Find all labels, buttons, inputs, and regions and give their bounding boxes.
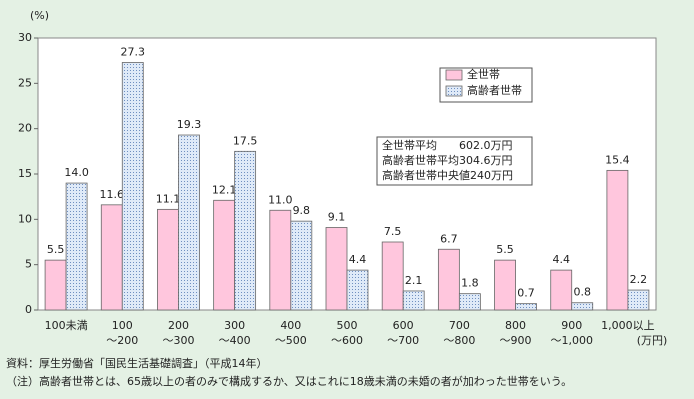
bar xyxy=(157,208,179,311)
legend-swatch xyxy=(445,69,463,81)
y-unit: (%) xyxy=(30,9,49,22)
bar xyxy=(571,302,594,311)
value-label: 5.5 xyxy=(496,243,514,256)
bar xyxy=(458,293,481,311)
y-tick-label: 10 xyxy=(18,212,32,225)
y-tick-label: 0 xyxy=(25,303,32,316)
bar xyxy=(550,269,573,311)
value-label: 1.8 xyxy=(461,277,479,290)
annotation: 全世帯平均 602.0万円 xyxy=(382,138,513,152)
x-tick-label: 900 xyxy=(561,319,582,332)
value-label: 14.0 xyxy=(64,166,89,179)
bar xyxy=(325,227,348,311)
legend-label: 全世帯 xyxy=(467,67,500,81)
y-tick-label: 15 xyxy=(18,167,32,180)
annotation: 高齢者世帯平均304.6万円 xyxy=(382,153,513,167)
value-label: 4.4 xyxy=(349,253,367,266)
value-label: 9.1 xyxy=(328,210,346,223)
value-label: 11.1 xyxy=(156,192,181,205)
bar xyxy=(494,259,516,311)
x-tick-label: 500 xyxy=(337,319,358,332)
x-tick-label: ～900 xyxy=(500,334,532,347)
bar xyxy=(627,289,650,311)
value-label: 27.3 xyxy=(121,45,146,58)
x-tick-label: ～200 xyxy=(106,334,138,347)
x-tick-label: 700 xyxy=(449,319,470,332)
y-tick-label: 20 xyxy=(18,122,32,135)
value-label: 12.1 xyxy=(212,183,237,196)
x-tick-label: 600 xyxy=(393,319,414,332)
x-tick-label: 400 xyxy=(280,319,301,332)
bar xyxy=(269,209,292,311)
footnote: （注）高齢者世帯とは、65歳以上の者のみで構成するか、又はこれに18歳未満の未婚… xyxy=(6,374,572,388)
annotation-box xyxy=(376,136,533,186)
y-tick-label: 30 xyxy=(18,31,32,44)
value-label: 0.8 xyxy=(573,286,591,299)
value-label: 5.5 xyxy=(47,243,65,256)
bar xyxy=(515,303,537,311)
x-tick-label: ～400 xyxy=(219,334,251,347)
x-tick-label: 200 xyxy=(168,319,189,332)
value-label: 2.2 xyxy=(630,273,648,286)
footnote: 資料：厚生労働省「国民生活基礎調査」（平成14年） xyxy=(6,356,268,370)
bar xyxy=(290,220,313,311)
value-label: 6.7 xyxy=(440,232,458,245)
x-tick-label: 800 xyxy=(505,319,526,332)
bar xyxy=(437,248,460,311)
value-label: 17.5 xyxy=(233,134,258,147)
value-label: 19.3 xyxy=(177,118,202,131)
value-label: 9.8 xyxy=(293,204,311,217)
bar xyxy=(121,62,144,311)
x-tick-label: ～800 xyxy=(443,334,475,347)
legend-label: 高齢者世帯 xyxy=(467,83,522,97)
bar xyxy=(381,241,404,311)
bar xyxy=(213,199,236,311)
x-tick-label: 100 xyxy=(112,319,133,332)
value-label: 11.6 xyxy=(100,188,125,201)
bar xyxy=(100,204,123,311)
value-label: 0.7 xyxy=(517,287,535,300)
value-label: 4.4 xyxy=(552,253,570,266)
x-tick-label: 1,000以上 xyxy=(601,319,655,332)
bar xyxy=(65,182,88,311)
value-label: 11.0 xyxy=(268,193,293,206)
bar xyxy=(606,169,629,311)
annotation: 高齢者世帯中央値240万円 xyxy=(382,168,513,182)
x-unit: (万円) xyxy=(637,334,668,347)
value-label: 2.1 xyxy=(405,274,423,287)
bar xyxy=(346,269,369,311)
x-tick-label: ～1,000 xyxy=(550,334,593,347)
x-tick-label: ～300 xyxy=(162,334,194,347)
x-tick-label: ～700 xyxy=(387,334,419,347)
bar xyxy=(44,259,67,311)
x-tick-label: 100未満 xyxy=(45,319,88,332)
bar xyxy=(234,150,257,311)
y-tick-label: 25 xyxy=(18,76,32,89)
y-tick-label: 5 xyxy=(25,258,32,271)
value-label: 7.5 xyxy=(384,225,402,238)
bar xyxy=(178,134,200,311)
bar xyxy=(402,290,425,311)
x-tick-label: ～500 xyxy=(275,334,307,347)
x-tick-label: 300 xyxy=(224,319,245,332)
x-tick-label: ～600 xyxy=(331,334,363,347)
value-label: 15.4 xyxy=(605,153,630,166)
legend-swatch xyxy=(445,85,463,97)
